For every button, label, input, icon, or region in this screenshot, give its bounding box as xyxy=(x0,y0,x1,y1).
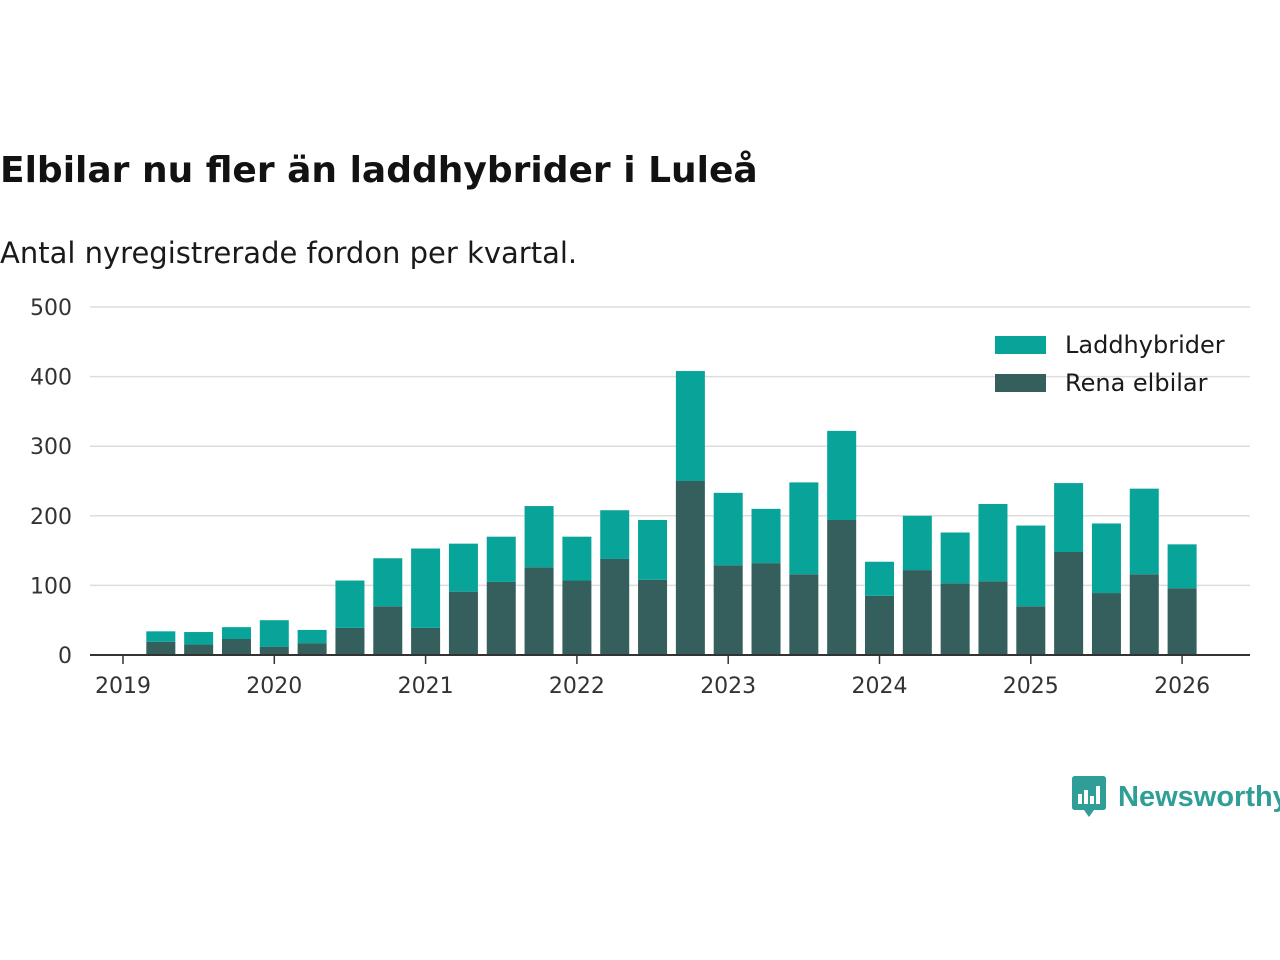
bar-laddhybrider xyxy=(146,631,176,642)
bar-rena-elbilar xyxy=(902,570,932,655)
y-tick-label: 400 xyxy=(30,366,72,391)
bar-laddhybrider xyxy=(259,620,289,647)
bar-rena-elbilar xyxy=(146,641,176,655)
legend: Laddhybrider Rena elbilar xyxy=(995,331,1225,397)
bar-laddhybrider xyxy=(1091,523,1121,594)
x-tick-label: 2025 xyxy=(1003,674,1059,699)
bar-laddhybrider xyxy=(1167,544,1197,589)
bars xyxy=(146,371,1197,655)
y-tick-label: 300 xyxy=(30,435,72,460)
bar-rena-elbilar xyxy=(1016,606,1046,655)
legend-label-laddhybrider: Laddhybrider xyxy=(1065,331,1225,359)
bar-laddhybrider xyxy=(675,371,705,481)
bar-laddhybrider xyxy=(751,508,781,564)
x-tick-label: 2019 xyxy=(95,674,151,699)
bar-rena-elbilar xyxy=(978,581,1008,655)
bar-laddhybrider xyxy=(297,629,327,644)
bar-rena-elbilar xyxy=(259,646,289,655)
bar-laddhybrider xyxy=(940,532,970,584)
legend-label-rena-elbilar: Rena elbilar xyxy=(1065,369,1208,397)
chart-subtitle: Antal nyregistrerade fordon per kvartal. xyxy=(0,236,578,270)
bar-laddhybrider xyxy=(865,561,894,596)
bar-rena-elbilar xyxy=(221,638,251,655)
bar-laddhybrider xyxy=(1054,483,1084,552)
y-tick-label: 500 xyxy=(30,296,72,321)
chart-title: Elbilar nu fler än laddhybrider i Luleå xyxy=(0,150,758,191)
bar-rena-elbilar xyxy=(675,481,705,655)
bar-laddhybrider xyxy=(221,627,251,639)
bar-laddhybrider xyxy=(524,506,554,568)
bar-rena-elbilar xyxy=(789,574,819,655)
bar-laddhybrider xyxy=(1129,488,1159,575)
bar-rena-elbilar xyxy=(600,558,630,655)
bar-chart-speech-bubble-icon xyxy=(1072,776,1106,817)
bar-laddhybrider xyxy=(978,503,1008,582)
y-axis: 0 100 200 300 400 500 xyxy=(30,296,72,669)
bar-rena-elbilar xyxy=(562,580,592,655)
bar-laddhybrider xyxy=(562,536,592,581)
bar-rena-elbilar xyxy=(486,581,516,655)
legend-swatch-rena-elbilar xyxy=(995,374,1046,392)
bar-rena-elbilar xyxy=(751,563,781,655)
bar-rena-elbilar xyxy=(184,644,214,655)
bar-rena-elbilar xyxy=(373,606,403,655)
bar-laddhybrider xyxy=(184,632,214,645)
y-tick-label: 200 xyxy=(30,505,72,530)
bar-rena-elbilar xyxy=(297,643,327,655)
bar-laddhybrider xyxy=(600,510,630,559)
newsworthy-logo: Newsworthy xyxy=(1072,776,1280,818)
bar-laddhybrider xyxy=(827,430,857,520)
bar-rena-elbilar xyxy=(1167,588,1197,655)
bar-laddhybrider xyxy=(335,580,365,628)
bar-laddhybrider xyxy=(373,558,403,607)
logo-text: Newsworthy xyxy=(1118,780,1280,813)
bar-rena-elbilar xyxy=(335,627,365,655)
bar-laddhybrider xyxy=(411,548,441,628)
legend-swatch-laddhybrider xyxy=(995,336,1046,354)
bar-rena-elbilar xyxy=(1129,574,1159,655)
bar-rena-elbilar xyxy=(1054,551,1084,655)
bar-rena-elbilar xyxy=(638,579,668,655)
bar-rena-elbilar xyxy=(865,595,894,655)
bar-rena-elbilar xyxy=(713,565,743,655)
x-tick-label: 2020 xyxy=(246,674,302,699)
x-tick-label: 2026 xyxy=(1154,674,1210,699)
bar-rena-elbilar xyxy=(448,591,478,655)
x-tick-label: 2023 xyxy=(700,674,756,699)
bar-rena-elbilar xyxy=(827,519,857,655)
bar-laddhybrider xyxy=(713,492,743,566)
bar-laddhybrider xyxy=(486,536,516,582)
bar-laddhybrider xyxy=(448,543,478,592)
bar-laddhybrider xyxy=(902,515,932,571)
y-tick-label: 0 xyxy=(58,644,72,669)
x-tick-label: 2024 xyxy=(852,674,908,699)
bar-rena-elbilar xyxy=(524,567,554,655)
bar-rena-elbilar xyxy=(940,583,970,655)
bar-rena-elbilar xyxy=(1091,593,1121,655)
y-tick-label: 100 xyxy=(30,574,72,599)
x-tick-label: 2021 xyxy=(398,674,454,699)
x-tick-label: 2022 xyxy=(549,674,605,699)
x-axis: 2019 2020 2021 2022 2023 2024 2025 2026 xyxy=(90,654,1250,699)
bar-laddhybrider xyxy=(789,482,819,575)
bar-rena-elbilar xyxy=(411,627,441,655)
bar-laddhybrider xyxy=(638,519,668,580)
bar-laddhybrider xyxy=(1016,525,1046,607)
